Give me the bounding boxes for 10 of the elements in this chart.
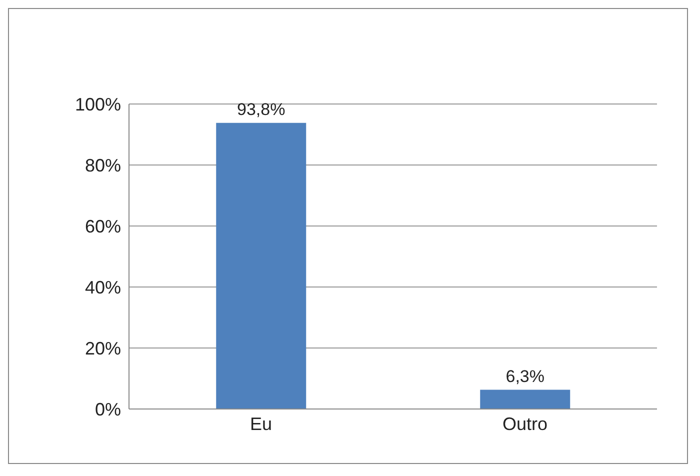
y-tick-label: 40% bbox=[84, 277, 121, 298]
x-tick-label: Outro bbox=[502, 414, 548, 434]
y-tick-label: 20% bbox=[84, 338, 121, 358]
x-tick-label: Eu bbox=[250, 414, 272, 434]
data-label: 93,8% bbox=[237, 100, 286, 119]
y-tick-label: 80% bbox=[84, 155, 121, 176]
data-label: 6,3% bbox=[506, 366, 544, 386]
y-tick-label: 0% bbox=[94, 399, 121, 420]
y-tick-label: 100% bbox=[74, 94, 121, 114]
y-tick-label: 60% bbox=[84, 216, 121, 236]
